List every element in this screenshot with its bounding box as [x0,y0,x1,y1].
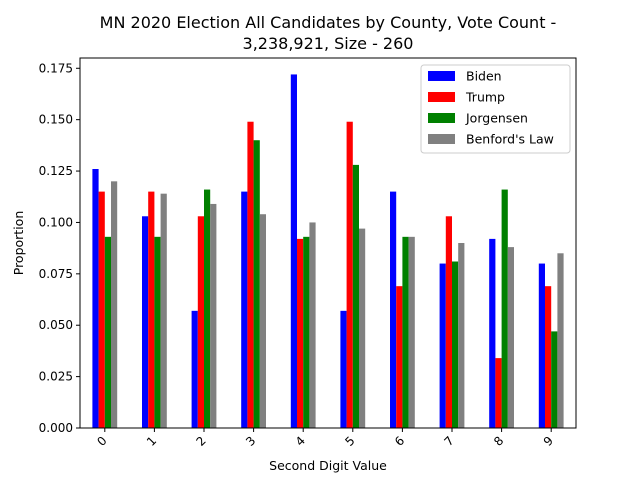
bar-benford-s-law-3 [259,214,266,428]
x-tick-label: 3 [243,434,258,449]
legend-box [420,64,571,154]
chart-title-line1: MN 2020 Election All Candidates by Count… [100,13,557,32]
bar-biden-3 [241,191,248,428]
y-tick-label: 0.175 [39,61,73,75]
legend-label: Trump [465,90,505,105]
y-tick-label: 0.025 [39,370,73,384]
plot-frame [79,57,577,429]
bar-jorgensen-0 [104,236,111,428]
x-tick-label: 6 [392,434,407,449]
bar-trump-0 [98,191,105,428]
bar-benford-s-law-5 [359,228,366,428]
y-tick-label: 0.000 [39,421,73,435]
bar-jorgensen-4 [303,236,310,428]
bar-trump-3 [247,121,254,428]
y-tick-label: 0.075 [39,267,73,281]
bar-jorgensen-5 [352,164,359,428]
bar-jorgensen-3 [253,140,260,428]
bar-jorgensen-6 [402,236,409,428]
legend-swatch [428,113,455,123]
x-tick-label: 1 [144,434,159,449]
bar-biden-6 [390,191,397,428]
bar-biden-0 [92,169,99,428]
y-tick-label: 0.150 [39,113,73,127]
x-axis: 0 1 2 3 4 5 6 7 8 9 [94,428,556,449]
x-axis-label: Second Digit Value [269,458,387,473]
bar-biden-9 [538,263,545,428]
bar-benford-s-law-0 [111,181,118,428]
bar-benford-s-law-4 [309,222,316,428]
bar-biden-7 [439,263,446,428]
bar-jorgensen-8 [501,189,508,428]
legend-label: Biden [466,69,502,84]
bar-biden-1 [142,216,149,428]
x-tick-label: 9 [541,434,556,449]
y-axis-label: Proportion [11,211,26,276]
bar-benford-s-law-9 [557,253,564,428]
bars [92,74,564,428]
y-tick-label: 0.050 [39,318,73,332]
x-tick-label: 4 [293,434,308,449]
legend-swatch [428,92,455,102]
bar-biden-8 [489,238,496,428]
legend-label: Benford's Law [466,132,554,147]
bar-trump-7 [445,216,452,428]
bar-biden-5 [340,310,347,428]
bar-biden-4 [290,74,297,428]
x-tick-label: 5 [342,434,357,449]
legend-swatch [428,71,455,81]
y-tick-label: 0.100 [39,215,73,229]
bar-jorgensen-9 [551,331,558,428]
bar-trump-4 [297,238,304,428]
y-tick-label: 0.125 [39,164,73,178]
bar-trump-1 [148,191,155,428]
bar-jorgensen-2 [204,189,211,428]
bar-trump-8 [495,358,502,428]
bar-benford-s-law-7 [458,243,465,428]
x-tick-label: 0 [94,434,109,449]
legend-swatch [428,134,455,144]
bar-benford-s-law-8 [507,247,514,428]
bar-trump-2 [197,216,204,428]
x-tick-label: 7 [442,434,457,449]
x-tick-label: 8 [491,434,506,449]
bar-benford-s-law-1 [160,193,167,428]
chart-title-line2: 3,238,921, Size - 260 [243,34,414,53]
y-axis: 0.000 0.025 0.050 0.075 0.100 0.125 0.150 0.175 [39,61,80,435]
bar-trump-9 [545,286,552,428]
bar-trump-5 [346,121,353,428]
legend-label: Jorgensen [465,111,528,126]
bar-jorgensen-1 [154,236,161,428]
legend: Biden Trump Jorgensen Benford's Law [420,64,571,154]
x-tick-label: 2 [194,434,209,449]
bar-biden-2 [191,310,198,428]
bar-benford-s-law-6 [408,236,415,428]
bar-trump-6 [396,286,403,428]
bar-benford-s-law-2 [210,203,217,428]
bar-jorgensen-7 [452,261,459,428]
